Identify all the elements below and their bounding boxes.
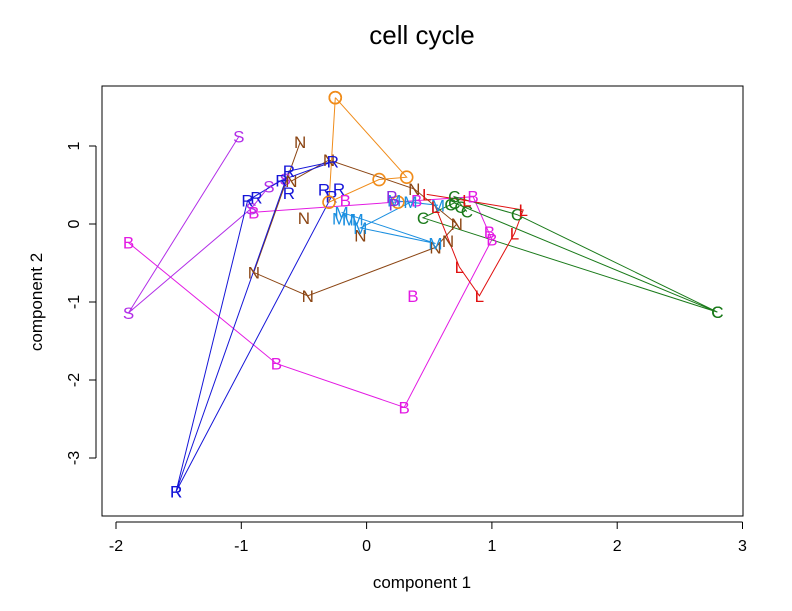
series-line-O — [328, 97, 408, 203]
data-point-B: B — [248, 203, 259, 222]
data-point-P: P — [388, 196, 399, 215]
data-point-M: M — [403, 193, 417, 212]
data-point-L: L — [518, 201, 527, 220]
data-point-B: B — [123, 234, 134, 253]
data-point-L: L — [431, 198, 440, 217]
data-point-B: B — [407, 287, 418, 306]
series-line-S — [128, 136, 286, 314]
series-line-N — [253, 141, 458, 297]
data-point-M: M — [342, 210, 356, 229]
data-point-L: L — [510, 224, 519, 243]
data-point-circle — [322, 195, 336, 209]
data-point-R: R — [283, 184, 295, 203]
data-point-N: N — [451, 215, 463, 234]
data-point-M: M — [349, 210, 363, 229]
data-point-M: M — [334, 203, 348, 222]
y-tick-label: -1 — [66, 295, 83, 309]
data-point-R: R — [241, 192, 253, 211]
x-axis-label: component 1 — [373, 573, 471, 592]
x-tick-label: 2 — [613, 538, 622, 555]
data-point-C: C — [711, 303, 723, 322]
data-point-S: S — [246, 199, 257, 218]
data-point-M: M — [428, 235, 442, 254]
data-point-S: S — [279, 170, 290, 189]
data-point-L: L — [475, 287, 484, 306]
x-tick-label: -2 — [109, 538, 123, 555]
data-point-R: R — [318, 181, 330, 200]
data-point-C: C — [511, 206, 523, 225]
x-tick-label: 0 — [362, 538, 371, 555]
data-point-C: C — [448, 194, 460, 213]
data-point-B: B — [467, 188, 478, 207]
data-point-circle — [328, 90, 343, 105]
data-point-C: C — [448, 188, 460, 207]
data-point-C: C — [417, 209, 429, 228]
data-point-N: N — [323, 151, 335, 170]
data-point-B: B — [486, 231, 497, 250]
data-point-P: P — [386, 188, 397, 207]
data-point-S: S — [123, 304, 134, 323]
data-point-C: C — [444, 196, 456, 215]
data-point-B: B — [271, 355, 282, 374]
data-point-C: C — [461, 203, 473, 222]
y-tick-label: 0 — [66, 219, 83, 228]
data-point-R: R — [170, 483, 182, 502]
data-point-N: N — [302, 287, 314, 306]
data-point-C: C — [454, 198, 466, 217]
data-point-R: R — [250, 188, 262, 207]
data-point-L: L — [455, 258, 464, 277]
data-point-N: N — [354, 227, 366, 246]
data-point-S: S — [233, 128, 244, 147]
series-line-C — [421, 195, 718, 313]
data-point-N: N — [294, 133, 306, 152]
data-point-circle — [372, 172, 386, 187]
data-point-N: N — [248, 263, 260, 282]
chart-title: cell cycle — [369, 20, 474, 50]
data-point-circle — [391, 195, 405, 209]
data-point-M: M — [353, 219, 367, 238]
data-point-circle — [399, 170, 414, 184]
data-point-B: B — [399, 398, 410, 417]
data-point-R: R — [333, 180, 345, 199]
x-tick-label: 3 — [738, 538, 747, 555]
data-point-N: N — [285, 172, 297, 191]
data-point-R: R — [170, 483, 182, 502]
y-tick-label: -3 — [66, 451, 83, 465]
plot-frame — [101, 85, 744, 517]
data-point-S: S — [263, 178, 274, 197]
data-point-N: N — [429, 238, 441, 257]
series-line-L — [426, 193, 524, 297]
data-point-L: L — [462, 192, 471, 211]
y-tick-label: -2 — [66, 373, 83, 387]
data-point-N: N — [298, 209, 310, 228]
y-tick-label: 1 — [66, 141, 83, 150]
x-tick-label: 1 — [487, 538, 496, 555]
data-point-R: R — [275, 171, 287, 190]
data-point-B: B — [340, 192, 351, 211]
data-point-B: B — [484, 223, 495, 242]
y-axis-label: component 2 — [27, 253, 46, 351]
data-point-R: R — [283, 162, 295, 181]
data-point-R: R — [327, 153, 339, 172]
x-tick-label: -1 — [234, 538, 248, 555]
data-point-N: N — [442, 232, 454, 251]
series-line-R — [175, 161, 333, 492]
data-point-L: L — [422, 185, 431, 204]
data-point-M: M — [332, 210, 346, 229]
axes: -2 -1 0 1 2 3 -3 -2 -1 0 1 — [66, 141, 747, 555]
data-point-N: N — [408, 180, 420, 199]
data-point-M: M — [431, 196, 445, 215]
data-point-B: B — [411, 192, 422, 211]
series-lines — [128, 97, 718, 492]
data-point-C: C — [711, 303, 723, 322]
data-point-M: M — [387, 192, 401, 211]
series-line-M — [341, 200, 439, 244]
